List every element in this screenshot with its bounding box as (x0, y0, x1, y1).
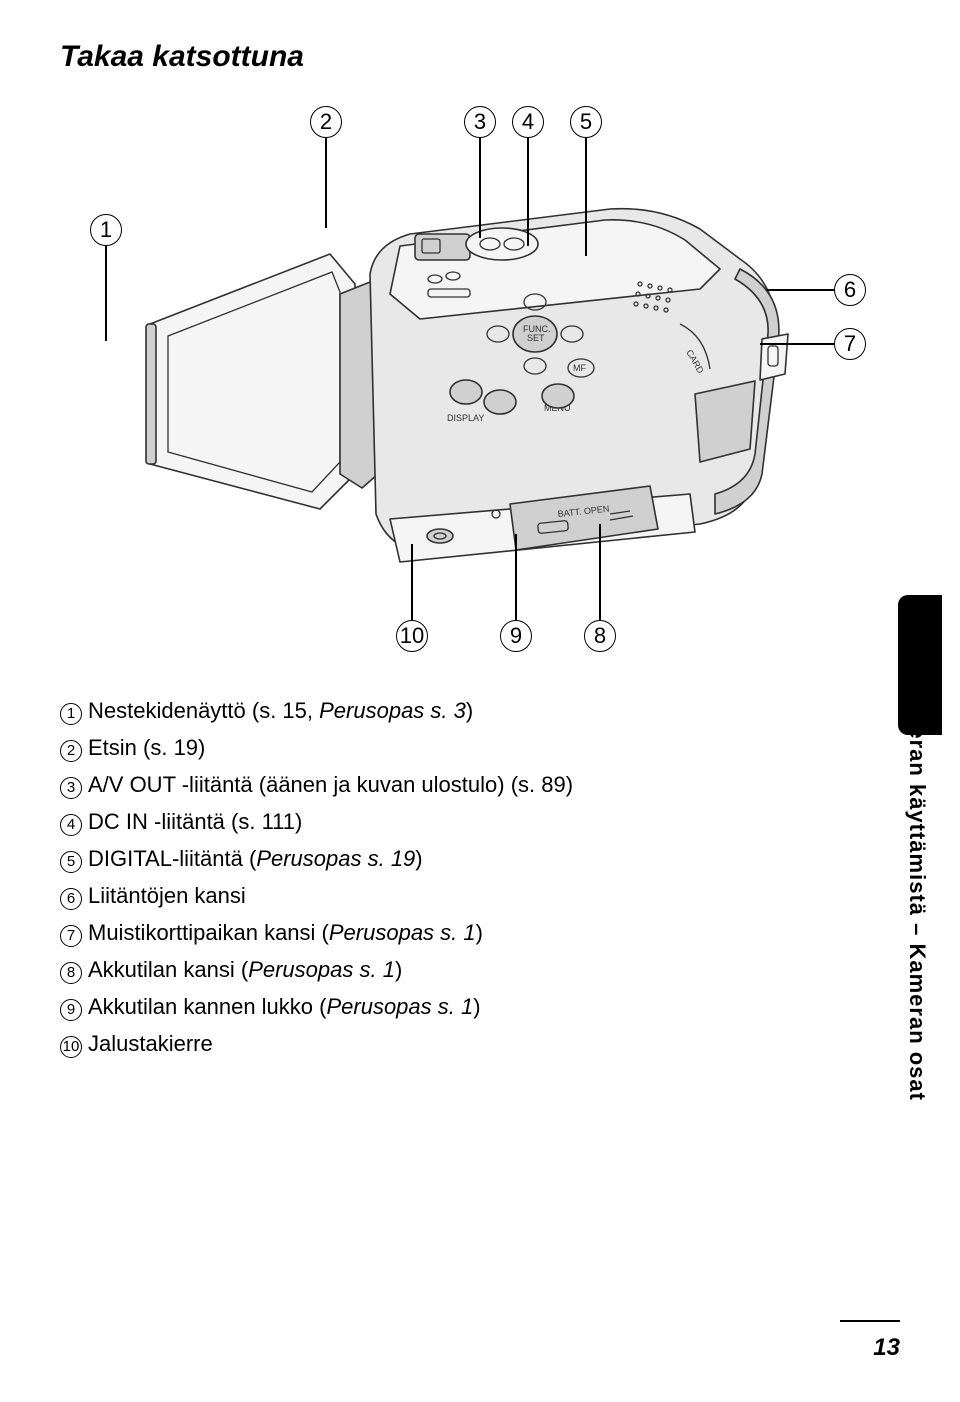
callout-3: 3 (464, 106, 496, 138)
legend-text: A/V OUT -liitäntä (äänen ja kuvan ulostu… (88, 768, 573, 801)
legend-num: 2 (60, 740, 82, 762)
camera-illustration: .bod { fill:#e8e8e8; stroke:#303030; str… (140, 174, 820, 614)
legend-text: Nestekidenäyttö (s. 15, Perusopas s. 3) (88, 694, 473, 727)
legend-row: 3 A/V OUT -liitäntä (äänen ja kuvan ulost… (60, 768, 900, 801)
legend-text: Akkutilan kannen lukko (Perusopas s. 1) (88, 990, 481, 1023)
callout-6: 6 (834, 274, 866, 306)
legend-text: Jalustakierre (88, 1027, 213, 1060)
leader-2 (325, 138, 327, 228)
leader-8 (599, 524, 601, 620)
legend-row: 4 DC IN -liitäntä (s. 111) (60, 805, 900, 838)
page-number-bar (840, 1320, 900, 1322)
legend-num: 1 (60, 703, 82, 725)
callout-8: 8 (584, 620, 616, 652)
leader-3 (479, 138, 481, 238)
legend-text: DIGITAL-liitäntä (Perusopas s. 19) (88, 842, 423, 875)
legend-row: 6 Liitäntöjen kansi (60, 879, 900, 912)
legend-num: 6 (60, 888, 82, 910)
callout-5: 5 (570, 106, 602, 138)
legend-row: 8 Akkutilan kansi (Perusopas s. 1) (60, 953, 900, 986)
legend-num: 3 (60, 777, 82, 799)
legend-num: 7 (60, 925, 82, 947)
legend-num: 4 (60, 814, 82, 836)
legend-text: Muistikorttipaikan kansi (Perusopas s. 1… (88, 916, 483, 949)
legend-row: 1 Nestekidenäyttö (s. 15, Perusopas s. 3) (60, 694, 900, 727)
callout-1: 1 (90, 214, 122, 246)
legend-num: 10 (60, 1036, 82, 1058)
leader-1 (105, 246, 107, 341)
leader-4 (527, 138, 529, 246)
legend-row: 5 DIGITAL-liitäntä (Perusopas s. 19) (60, 842, 900, 875)
legend-text: Akkutilan kansi (Perusopas s. 1) (88, 953, 402, 986)
legend-num: 8 (60, 962, 82, 984)
legend-text: Etsin (s. 19) (88, 731, 205, 764)
legend-num: 9 (60, 999, 82, 1021)
leader-7 (760, 343, 834, 345)
svg-text:DISPLAY: DISPLAY (447, 413, 484, 423)
section-label: Ennen kameran käyttämistä – Kameran osat (904, 600, 930, 1101)
legend-list: 1 Nestekidenäyttö (s. 15, Perusopas s. 3)… (60, 694, 900, 1060)
leader-5 (585, 138, 587, 256)
svg-text:MF: MF (573, 363, 586, 373)
callout-2: 2 (310, 106, 342, 138)
callout-4: 4 (512, 106, 544, 138)
legend-row: 2 Etsin (s. 19) (60, 731, 900, 764)
leader-9 (515, 534, 517, 620)
legend-num: 5 (60, 851, 82, 873)
page-number: 13 (873, 1334, 900, 1362)
leader-10 (411, 544, 413, 620)
svg-text:SET: SET (527, 333, 545, 343)
legend-text: DC IN -liitäntä (s. 111) (88, 805, 302, 838)
legend-row: 7 Muistikorttipaikan kansi (Perusopas s. … (60, 916, 900, 949)
legend-row: 9 Akkutilan kannen lukko (Perusopas s. 1) (60, 990, 900, 1023)
camera-diagram: .bod { fill:#e8e8e8; stroke:#303030; str… (60, 104, 900, 664)
page-title: Takaa katsottuna (60, 40, 900, 74)
callout-10: 10 (396, 620, 428, 652)
callout-7: 7 (834, 328, 866, 360)
legend-text: Liitäntöjen kansi (88, 879, 246, 912)
callout-9: 9 (500, 620, 532, 652)
legend-row: 10 Jalustakierre (60, 1027, 900, 1060)
leader-6 (766, 289, 834, 291)
